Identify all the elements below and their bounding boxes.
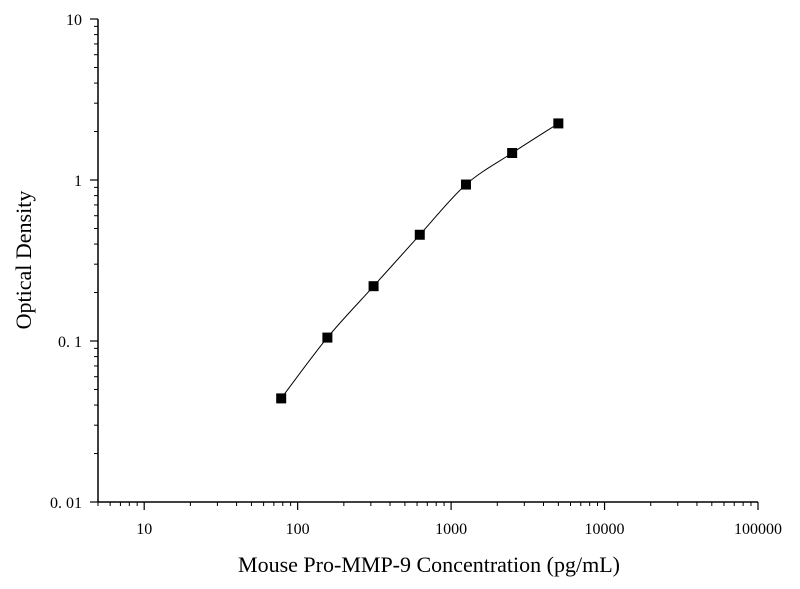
- y-axis-title: Optical Density: [11, 191, 36, 330]
- data-point: [460, 179, 471, 190]
- axis-ticks: [90, 18, 759, 510]
- x-axis-title: Mouse Pro-MMP-9 Concentration (pg/mL): [238, 552, 620, 577]
- x-tick-label: 100000: [734, 521, 782, 538]
- data-point: [414, 229, 425, 240]
- data-point: [553, 118, 564, 129]
- x-tick-label: 10: [136, 521, 152, 538]
- y-tick-label: 0. 1: [58, 334, 82, 351]
- y-tick-label: 1: [74, 173, 82, 190]
- data-point: [276, 393, 287, 404]
- data-point: [322, 332, 333, 343]
- fit-curve: [280, 122, 559, 399]
- y-tick-label: 0. 01: [50, 495, 82, 512]
- data-point: [507, 148, 518, 159]
- x-tick-label: 1000: [435, 521, 467, 538]
- data-point: [368, 281, 379, 292]
- tick-labels: 10 100 1000 10000 100000 0. 01 0. 1 1 10: [50, 12, 782, 538]
- data-points: [276, 118, 564, 404]
- y-tick-label: 10: [66, 12, 82, 29]
- x-tick-label: 100: [286, 521, 310, 538]
- x-tick-label: 10000: [585, 521, 625, 538]
